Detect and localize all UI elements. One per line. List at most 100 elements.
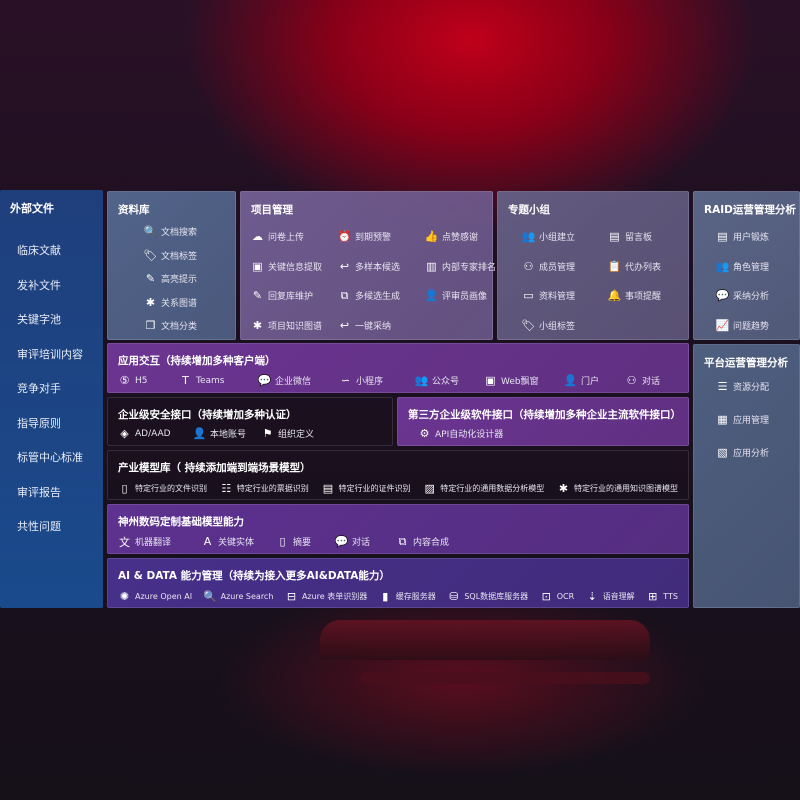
clipboard-icon: 📋 [608, 259, 621, 273]
laptop-base-decoration [360, 672, 650, 684]
sidebar-item[interactable]: 共性问题 [17, 520, 61, 533]
library-item[interactable]: ❐ 文档分类 [144, 319, 197, 332]
aidata-item[interactable]: ⇣ 语音理解 [586, 590, 635, 603]
aidata-item[interactable]: 🔍 Azure Search [204, 590, 274, 603]
industry-item[interactable]: ▨ 特定行业的通用数据分析模型 [423, 482, 545, 495]
project-item[interactable]: ⧉ 多候选生成 [338, 289, 400, 302]
industry-panel: 产业模型库（ 持续添加端到端场景模型） ▯ 特定行业的文件识别 ☷ 特定行业的票据识别 ▤… [107, 450, 689, 500]
raid-item-label: 角色管理 [733, 262, 770, 273]
project-item[interactable]: ↩ 一键采纳 [338, 319, 391, 332]
project-item-label: 多候选生成 [355, 292, 401, 302]
industry-item[interactable]: ✱ 特定行业的通用知识图谱模型 [557, 482, 678, 495]
library-item[interactable]: ✱ 关系图谱 [144, 296, 197, 309]
aidata-item[interactable]: ▮ 缓存服务器 [379, 590, 436, 603]
library-item[interactable]: 🏷 文档标签 [144, 249, 197, 262]
library-item[interactable]: ✎ 高亮提示 [144, 272, 197, 285]
aidata-item[interactable]: ⊟ Azure 表单识别器 [285, 590, 367, 603]
raid-item[interactable]: 💬 采纳分析 [716, 289, 769, 302]
group-item-label: 事项提醒 [625, 292, 662, 302]
project-item-label: 项目知识图谱 [268, 321, 323, 332]
image-icon: ▨ [424, 482, 435, 495]
project-item[interactable]: 👍 点赞感谢 [425, 230, 478, 243]
app-item[interactable]: 👤 门户 [564, 374, 599, 387]
security-item[interactable]: ◈ AD/AAD [118, 427, 170, 440]
project-item[interactable]: ✎ 回复库维护 [251, 289, 313, 302]
app-item[interactable]: ▣ Web飘窗 [484, 374, 538, 387]
foundation-item[interactable]: ⧉ 内容合成 [396, 535, 449, 548]
thirdparty-item[interactable]: ⚙ API自动化设计器 [418, 427, 504, 440]
aidata-item[interactable]: ⊡ OCR [540, 590, 575, 603]
platform-item[interactable]: ▧ 应用分析 [716, 446, 769, 459]
puzzle-icon: ⧉ [398, 535, 407, 548]
project-item[interactable]: ▥ 内部专家排名 [425, 260, 496, 273]
foundation-item[interactable]: A 关键实体 [201, 535, 254, 548]
raid-item-label: 采纳分析 [733, 292, 770, 302]
group-item[interactable]: ▤ 留言板 [608, 230, 652, 243]
raid-item[interactable]: ▤ 用户锻炼 [716, 230, 769, 243]
industry-item-label: 特定行业的票据识别 [236, 484, 309, 493]
app-item[interactable]: T Teams [179, 374, 224, 387]
foundation-item[interactable]: 文机器翻译 [118, 535, 171, 549]
sidebar-item[interactable]: 指导原则 [17, 416, 61, 430]
project-item[interactable]: ⏰ 到期预警 [338, 230, 391, 243]
aidata-item[interactable]: ✺ Azure Open AI [118, 590, 192, 603]
ocr-icon: ⊡ [541, 590, 551, 603]
sidebar-item[interactable]: 发补文件 [17, 278, 61, 292]
sidebar-item[interactable]: 标管中心标准 [17, 451, 83, 464]
project-item-label: 多样本候选 [355, 262, 401, 273]
translate-icon: 文 [119, 535, 130, 549]
sidebar-item[interactable]: 竞争对手 [17, 382, 61, 395]
app-item[interactable]: ∽ 小程序 [339, 374, 383, 387]
foundation-item[interactable]: 💬 对话 [335, 535, 370, 548]
sidebar-item[interactable]: 关键字池 [17, 313, 61, 326]
industry-item-label: 特定行业的文件识别 [135, 484, 207, 493]
sidebar-item[interactable]: 临床文献 [17, 244, 61, 257]
html5-icon: ⑤ [119, 374, 130, 387]
project-item[interactable]: ✱ 项目知识图谱 [251, 319, 322, 332]
project-item[interactable]: ▣ 关键信息提取 [251, 260, 322, 273]
platform-item-label: 资源分配 [733, 383, 770, 393]
aidata-item[interactable]: ⊞ TTS [646, 590, 678, 603]
library-item-label: 文档标签 [161, 251, 198, 262]
group-item[interactable]: ▭ 资料管理 [522, 289, 575, 302]
raid-item[interactable]: 📈 问题趋势 [716, 319, 769, 332]
platform-item[interactable]: ☰ 资源分配 [716, 380, 769, 393]
app-item[interactable]: ⚇ 对话 [625, 374, 660, 387]
group-item[interactable]: ⚇ 成员管理 [522, 260, 575, 273]
industry-item[interactable]: ☷ 特定行业的票据识别 [220, 482, 309, 495]
industry-title: 产业模型库（ 持续添加端到端场景模型） [118, 462, 311, 474]
industry-item[interactable]: ▤ 特定行业的证件识别 [322, 482, 411, 495]
foundation-item[interactable]: ▯ 摘要 [276, 535, 311, 548]
group-panel: 专题小组 👥 小组建立 ▤ 留言板 ⚇ 成员管理 📋 代办列表 ▭ 资料管理 🔔 事项提醒 🏷 小组标签 [497, 191, 689, 340]
security-title: 企业级安全接口（持续增加多种认证） [118, 409, 297, 421]
platform-item[interactable]: ▦ 应用管理 [716, 413, 769, 426]
group-item-label: 成员管理 [539, 262, 576, 273]
diamond-icon: ◈ [120, 427, 129, 440]
user-icon: 👤 [193, 427, 206, 440]
voice-icon: ⇣ [587, 590, 597, 603]
doc-icon: ▯ [121, 482, 128, 495]
project-item[interactable]: 👤 评审员画像 [425, 289, 487, 302]
platform-panel: 平台运营管理分析 ☰ 资源分配 ▦ 应用管理 ▧ 应用分析 [693, 344, 800, 608]
apps-icon: ▦ [717, 413, 728, 426]
industry-item[interactable]: ▯ 特定行业的文件识别 [118, 482, 207, 495]
raid-item[interactable]: 👥 角色管理 [716, 260, 769, 273]
project-item[interactable]: ↩ 多样本候选 [338, 260, 400, 273]
aidata-item[interactable]: ⛁ SQL数据库服务器 [447, 590, 528, 603]
sidebar-item[interactable]: 审评报告 [17, 485, 61, 499]
app-item[interactable]: ⑤ H5 [118, 374, 148, 387]
sidebar-item[interactable]: 审评培训内容 [17, 347, 83, 361]
group-item[interactable]: 📋 代办列表 [608, 260, 661, 273]
project-item[interactable]: ☁ 问卷上传 [251, 230, 304, 243]
security-item[interactable]: ⚑ 组织定义 [261, 427, 314, 440]
security-item[interactable]: 👤 本地账号 [193, 427, 246, 440]
app-item-label: 门户 [581, 377, 600, 387]
aidata-item-label: Azure Open AI [135, 592, 193, 601]
library-item[interactable]: 🔍 文档搜索 [144, 225, 197, 238]
app-item[interactable]: 💬 企业微信 [258, 374, 311, 387]
app-item[interactable]: 👥 公众号 [415, 374, 459, 387]
group-item[interactable]: 🔔 事项提醒 [608, 289, 661, 302]
group-item[interactable]: 🏷 小组标签 [522, 319, 575, 332]
sidebar-panel: 外部文件 临床文献 发补文件 关键字池 审评培训内容 竞争对手 指导原则 标管中心标准 审评报告… [0, 190, 103, 608]
group-item[interactable]: 👥 小组建立 [522, 230, 575, 243]
